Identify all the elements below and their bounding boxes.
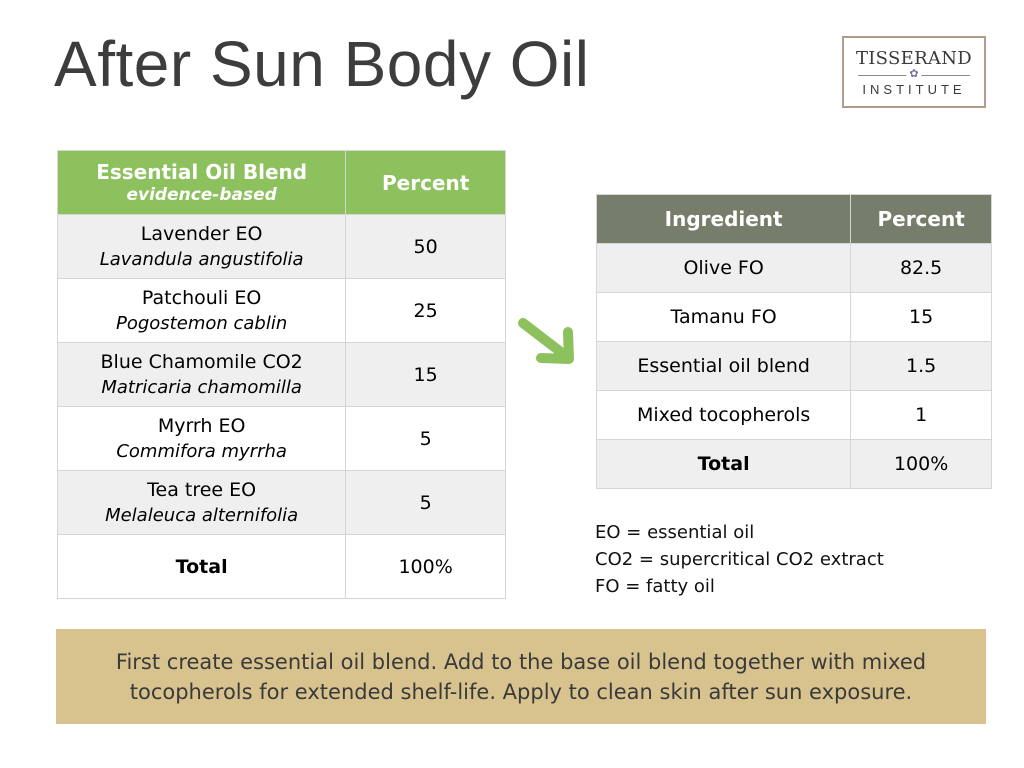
blend-ingredient-cell: Patchouli EO Pogostemon cablin <box>56 278 347 343</box>
blend-ingredient-cell: Lavender EO Lavandula angustifolia <box>56 214 347 279</box>
ingredient-total-value: 100% <box>850 439 992 489</box>
ingredient-name: Olive FO <box>595 243 852 293</box>
logo-divider: ✿ <box>858 68 970 80</box>
oil-latin-name: Pogostemon cablin <box>116 312 288 334</box>
ingredient-name: Essential oil blend <box>595 341 852 391</box>
table-row: Blue Chamomile CO2 Matricaria chamomilla… <box>56 342 506 407</box>
ingredient-header-row: Ingredient Percent <box>595 194 992 244</box>
table-row: Patchouli EO Pogostemon cablin 25 <box>56 278 506 343</box>
legend-item: CO2 = supercritical CO2 extract <box>595 549 884 570</box>
page-title: After Sun Body Oil <box>54 28 590 100</box>
note-line: First create essential oil blend. Add to… <box>115 650 927 674</box>
oil-latin-name: Lavandula angustifolia <box>99 248 304 270</box>
oil-percent: 50 <box>345 214 506 279</box>
oil-percent: 5 <box>345 406 506 471</box>
ingredient-header-percent: Percent <box>850 194 992 244</box>
blend-header-row: Essential Oil Blend evidence-based Perce… <box>56 150 506 215</box>
abbreviation-legend: EO = essential oil CO2 = supercritical C… <box>595 519 884 600</box>
oil-latin-name: Matricaria chamomilla <box>101 376 302 398</box>
blend-total-row: Total 100% <box>56 534 506 599</box>
oil-name: Patchouli EO <box>141 286 262 309</box>
ingredient-percent: 1 <box>850 390 992 440</box>
blend-header-title: Essential Oil Blend <box>96 159 308 184</box>
ingredient-percent: 1.5 <box>850 341 992 391</box>
table-row: Tamanu FO 15 <box>595 292 992 342</box>
blend-total-value: 100% <box>345 534 506 599</box>
ingredient-name: Tamanu FO <box>595 292 852 342</box>
ingredient-total-label: Total <box>595 439 852 489</box>
blend-header-percent-label: Percent <box>381 170 470 195</box>
ingredient-percent: 15 <box>850 292 992 342</box>
ingredient-table: Ingredient Percent Olive FO 82.5 Tamanu … <box>595 194 992 489</box>
logo-bottom-text: INSTITUTE <box>862 82 966 97</box>
instructions-note: First create essential oil blend. Add to… <box>56 629 986 724</box>
blend-ingredient-cell: Blue Chamomile CO2 Matricaria chamomilla <box>56 342 347 407</box>
oil-latin-name: Commifora myrrha <box>116 440 287 462</box>
ingredient-header-ingredient: Ingredient <box>595 194 852 244</box>
table-row: Mixed tocopherols 1 <box>595 390 992 440</box>
tisserand-logo: TISSERAND ✿ INSTITUTE <box>842 36 986 108</box>
oil-name: Lavender EO <box>140 222 263 245</box>
blend-total-label: Total <box>56 534 347 599</box>
ingredient-percent: 82.5 <box>850 243 992 293</box>
oil-percent: 25 <box>345 278 506 343</box>
blend-header-percent: Percent <box>345 150 506 215</box>
essential-oil-blend-table: Essential Oil Blend evidence-based Perce… <box>56 150 506 599</box>
blend-header-subtitle: evidence-based <box>126 184 277 205</box>
ingredient-name: Mixed tocopherols <box>595 390 852 440</box>
oil-name: Blue Chamomile CO2 <box>100 350 303 373</box>
legend-item: EO = essential oil <box>595 522 755 543</box>
blend-ingredient-cell: Tea tree EO Melaleuca alternifolia <box>56 470 347 535</box>
lavender-flower-icon: ✿ <box>906 68 922 80</box>
table-row: Lavender EO Lavandula angustifolia 50 <box>56 214 506 279</box>
arrow-icon <box>518 318 574 364</box>
table-row: Tea tree EO Melaleuca alternifolia 5 <box>56 470 506 535</box>
oil-name: Myrrh EO <box>157 414 246 437</box>
note-line: tocopherols for extended shelf-life. App… <box>129 680 913 704</box>
logo-top-text: TISSERAND <box>855 48 973 69</box>
blend-header-cell: Essential Oil Blend evidence-based <box>56 150 347 215</box>
table-row: Myrrh EO Commifora myrrha 5 <box>56 406 506 471</box>
table-row: Essential oil blend 1.5 <box>595 341 992 391</box>
ingredient-total-row: Total 100% <box>595 439 992 489</box>
oil-percent: 15 <box>345 342 506 407</box>
oil-name: Tea tree EO <box>147 478 257 501</box>
oil-percent: 5 <box>345 470 506 535</box>
legend-item: FO = fatty oil <box>595 576 715 597</box>
table-row: Olive FO 82.5 <box>595 243 992 293</box>
blend-ingredient-cell: Myrrh EO Commifora myrrha <box>56 406 347 471</box>
oil-latin-name: Melaleuca alternifolia <box>105 504 299 526</box>
